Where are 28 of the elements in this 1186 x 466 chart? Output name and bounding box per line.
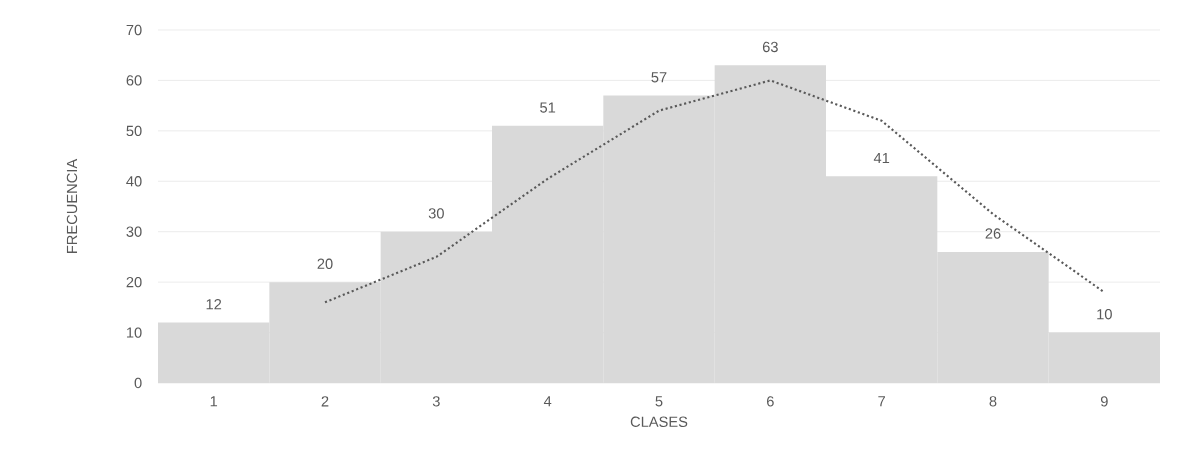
x-tick-label: 5 [655, 396, 663, 407]
y-tick-label: 10 [126, 327, 142, 338]
data-label: 41 [873, 153, 890, 164]
y-tick-label: 0 [134, 377, 142, 389]
x-tick-label: 3 [432, 396, 440, 407]
y-tick-label: 30 [126, 226, 142, 237]
data-label: 26 [985, 228, 1001, 239]
data-label: 12 [206, 299, 222, 310]
x-tick-label: 7 [878, 396, 886, 407]
data-label: 30 [428, 208, 444, 219]
data-label: 10 [1097, 309, 1112, 320]
data-label: 20 [317, 258, 333, 269]
x-axis-title: CLASES [630, 416, 688, 427]
y-tick-label: 40 [126, 176, 142, 187]
x-tick-label: 1 [210, 396, 218, 407]
data-label: 57 [651, 72, 667, 83]
data-label: 63 [762, 41, 778, 53]
y-tick-label: 50 [126, 125, 142, 137]
y-tick-label: 20 [126, 276, 142, 288]
data-label: 51 [540, 102, 556, 113]
x-tick-label: 9 [1100, 396, 1108, 407]
y-tick-label: 70 [126, 24, 142, 36]
x-tick-label: 2 [321, 396, 329, 407]
y-axis-title: FRECUENCIA [66, 158, 78, 253]
x-tick-label: 4 [543, 396, 552, 407]
x-tick-label: 8 [989, 396, 997, 407]
x-tick-label: 6 [767, 396, 774, 407]
y-tick-label: 60 [126, 75, 142, 86]
